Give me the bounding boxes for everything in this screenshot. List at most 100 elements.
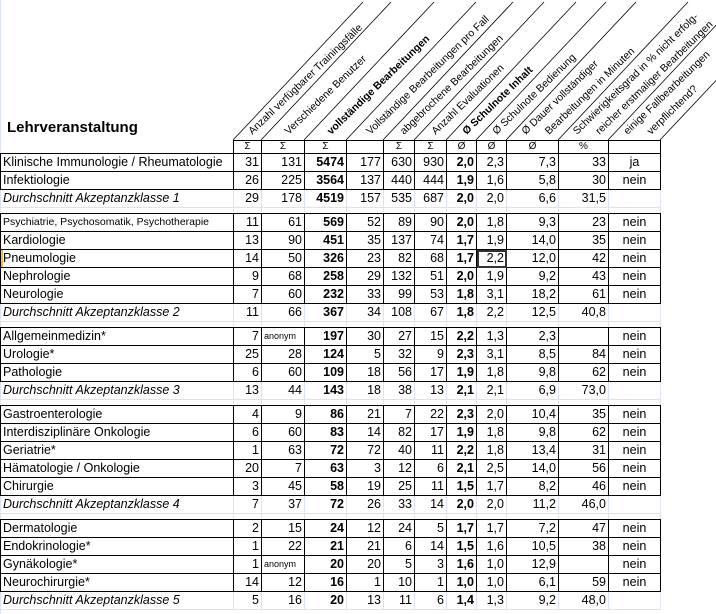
cell[interactable]: 2,0 <box>446 213 477 232</box>
cell[interactable]: 4519 <box>304 189 347 208</box>
row-label[interactable]: Durchschnitt Akzeptanzklasse 4 <box>0 495 234 514</box>
cell[interactable]: 63 <box>304 459 347 478</box>
cell[interactable]: 1 <box>233 555 262 574</box>
cell[interactable]: 2,2 <box>476 303 507 322</box>
cell[interactable]: 1 <box>414 573 447 592</box>
cell[interactable]: 67 <box>414 303 447 322</box>
cell[interactable]: 20 <box>233 459 262 478</box>
row-label[interactable]: Pneumologie <box>0 249 234 268</box>
cell[interactable]: 72 <box>346 441 384 460</box>
cell[interactable]: 74 <box>414 231 447 250</box>
aggregate-symbol[interactable] <box>346 140 384 154</box>
cell[interactable]: 7,3 <box>506 153 559 172</box>
cell[interactable]: 23 <box>346 249 384 268</box>
row-label[interactable]: Gastroenterologie <box>0 405 234 424</box>
cell[interactable]: 137 <box>346 171 384 190</box>
cell[interactable]: 1,4 <box>446 591 477 610</box>
cell[interactable]: 9,8 <box>506 363 559 382</box>
cell[interactable]: 1,9 <box>476 231 507 250</box>
cell[interactable]: 14,0 <box>506 231 559 250</box>
row-label[interactable]: Klinische Immunologie / Rheumatologie <box>0 153 234 172</box>
row-label[interactable]: Durchschnitt Akzeptanzklasse 3 <box>0 381 234 400</box>
cell[interactable]: nein <box>608 363 661 382</box>
cell[interactable]: 17 <box>414 363 447 382</box>
cell[interactable]: 451 <box>304 231 347 250</box>
cell[interactable]: 56 <box>558 459 609 478</box>
cell[interactable] <box>608 303 661 322</box>
cell[interactable]: 1,8 <box>476 423 507 442</box>
cell[interactable] <box>608 591 661 610</box>
cell[interactable]: 9 <box>414 345 447 364</box>
cell[interactable]: 5 <box>383 555 415 574</box>
cell[interactable]: 63 <box>261 441 305 460</box>
cell[interactable]: 43 <box>558 267 609 286</box>
cell[interactable]: nein <box>608 519 661 538</box>
cell[interactable]: nein <box>608 405 661 424</box>
cell[interactable]: 20 <box>304 591 347 610</box>
cell[interactable]: 1,9 <box>476 267 507 286</box>
cell[interactable]: 124 <box>304 345 347 364</box>
cell[interactable]: 18,2 <box>506 285 559 304</box>
cell[interactable]: 232 <box>304 285 347 304</box>
cell[interactable]: 20 <box>304 555 347 574</box>
cell[interactable]: 5 <box>414 519 447 538</box>
cell[interactable]: 5474 <box>304 153 347 172</box>
cell[interactable]: 30 <box>346 327 384 346</box>
cell[interactable]: 61 <box>558 285 609 304</box>
cell[interactable]: 14 <box>233 573 262 592</box>
cell[interactable]: 137 <box>383 231 415 250</box>
row-label[interactable]: Chirurgie <box>0 477 234 496</box>
cell[interactable]: 1 <box>346 573 384 592</box>
cell[interactable]: 6 <box>383 537 415 556</box>
cell[interactable]: 25 <box>233 345 262 364</box>
cell[interactable]: 12,9 <box>506 555 559 574</box>
cell[interactable]: nein <box>608 171 661 190</box>
cell[interactable]: 38 <box>383 381 415 400</box>
cell[interactable]: 440 <box>383 171 415 190</box>
cell[interactable]: 40 <box>383 441 415 460</box>
row-label[interactable]: Neurochirurgie* <box>0 573 234 592</box>
cell[interactable]: 31 <box>233 153 262 172</box>
cell[interactable]: 10,5 <box>506 537 559 556</box>
cell[interactable]: 2,0 <box>476 405 507 424</box>
row-label[interactable]: Neurologie <box>0 285 234 304</box>
cell[interactable]: 930 <box>414 153 447 172</box>
row-label[interactable]: Durchschnitt Akzeptanzklasse 2 <box>0 303 234 322</box>
cell[interactable]: 46,0 <box>558 495 609 514</box>
cell[interactable]: 12 <box>346 519 384 538</box>
cell[interactable]: 2,2 <box>446 441 477 460</box>
cell[interactable]: 68 <box>414 249 447 268</box>
cell[interactable]: 7 <box>261 459 305 478</box>
cell[interactable]: 66 <box>261 303 305 322</box>
row-label[interactable]: Geriatrie* <box>0 441 234 460</box>
aggregate-symbol[interactable]: Σ <box>304 140 347 154</box>
cell[interactable]: 1 <box>233 537 262 556</box>
cell[interactable]: 6 <box>233 423 262 442</box>
cell[interactable]: 1,8 <box>476 363 507 382</box>
cell[interactable]: 630 <box>383 153 415 172</box>
cell[interactable]: 24 <box>383 519 415 538</box>
cell[interactable]: 26 <box>233 171 262 190</box>
cell[interactable]: 18 <box>346 363 384 382</box>
row-label[interactable]: Infektiologie <box>0 171 234 190</box>
cell[interactable]: 3 <box>346 459 384 478</box>
cell[interactable]: 38 <box>558 537 609 556</box>
cell[interactable]: 12 <box>261 573 305 592</box>
cell[interactable]: 35 <box>346 231 384 250</box>
cell[interactable]: 9,8 <box>506 423 559 442</box>
cell[interactable]: nein <box>608 537 661 556</box>
cell[interactable]: 6 <box>414 459 447 478</box>
cell[interactable]: 61 <box>261 213 305 232</box>
cell[interactable]: 22 <box>261 537 305 556</box>
cell[interactable]: 108 <box>383 303 415 322</box>
cell[interactable]: 16 <box>261 591 305 610</box>
cell[interactable]: 34 <box>346 303 384 322</box>
cell[interactable]: 2,3 <box>506 327 559 346</box>
cell[interactable]: 25 <box>383 477 415 496</box>
cell[interactable]: 2,1 <box>446 459 477 478</box>
cell[interactable]: 9,2 <box>506 267 559 286</box>
cell[interactable]: 18 <box>346 381 384 400</box>
cell[interactable]: 11 <box>383 591 415 610</box>
cell[interactable]: 13 <box>346 591 384 610</box>
cell[interactable]: 1,9 <box>446 423 477 442</box>
